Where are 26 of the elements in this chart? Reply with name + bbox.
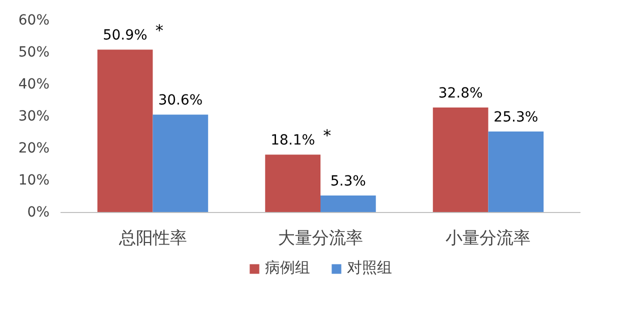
bar xyxy=(432,108,488,212)
data-label: 32.8% xyxy=(438,86,483,102)
bar xyxy=(152,114,208,212)
y-tick-label: 60% xyxy=(18,12,50,28)
data-label: 25.3% xyxy=(494,110,538,126)
bar xyxy=(97,50,153,212)
legend-label: 对照组 xyxy=(347,258,392,278)
data-label: 50.9% xyxy=(102,28,148,44)
annotation: * xyxy=(155,21,164,40)
y-tick-label: 40% xyxy=(18,76,50,92)
y-tick-label: 30% xyxy=(18,108,50,124)
legend-label: 病例组 xyxy=(265,258,310,278)
x-tick-label: 大量分流率 xyxy=(278,228,363,248)
x-tick-label: 小量分流率 xyxy=(446,228,531,248)
data-label: 18.1% xyxy=(270,132,316,149)
bar xyxy=(265,154,320,212)
data-label: 30.6% xyxy=(158,92,203,109)
bar xyxy=(488,132,544,212)
bar xyxy=(320,196,376,212)
annotation: * xyxy=(323,126,332,146)
y-tick-label: 0% xyxy=(27,204,50,220)
data-label: 5.3% xyxy=(330,174,366,190)
x-tick-label: 总阳性率 xyxy=(118,228,187,248)
y-tick-label: 50% xyxy=(18,44,50,60)
y-tick-label: 20% xyxy=(18,140,50,156)
y-tick-label: 10% xyxy=(18,172,50,188)
